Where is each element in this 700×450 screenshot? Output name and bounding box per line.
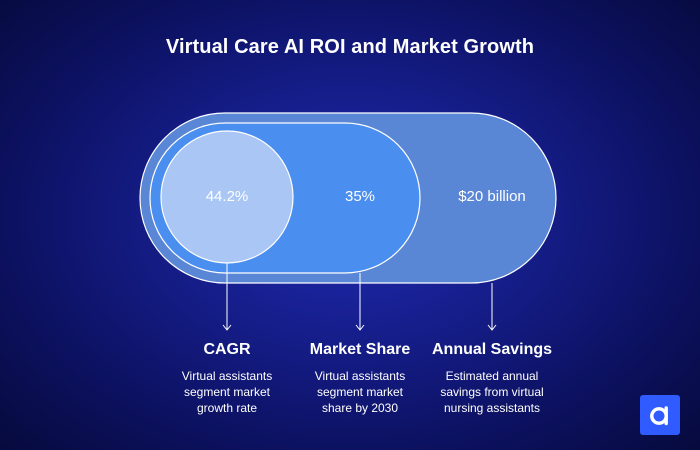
annual-savings-description-line: savings from virtual — [440, 385, 544, 399]
cagr-label: CAGR — [203, 341, 251, 358]
page-title: Virtual Care AI ROI and Market Growth — [165, 36, 535, 58]
cagr-value: 44.2% — [205, 188, 249, 205]
market-share-description: Virtual assistants segment market share … — [290, 368, 430, 416]
arrow-head-annual-savings — [487, 324, 497, 331]
cagr-description-line: segment market — [183, 385, 271, 399]
market-share-description-line: share by 2030 — [321, 401, 399, 415]
brand-a-logo-icon — [640, 395, 680, 435]
market-share-description-line: segment market — [316, 385, 404, 399]
arrow-head-cagr — [222, 324, 232, 331]
market-share-description-line: Virtual assistants — [314, 369, 406, 383]
annual-savings-value: $20 billion — [458, 188, 526, 205]
annual-savings-description: Estimated annual savings from virtual nu… — [417, 368, 567, 416]
cagr-description-line: Virtual assistants — [181, 369, 273, 383]
cagr-description: Virtual assistants segment market growth… — [157, 368, 297, 416]
brand-a-glyph — [650, 406, 668, 426]
connector-arrows — [222, 263, 497, 331]
annual-savings-label: Annual Savings — [431, 341, 553, 358]
market-share-value: 35% — [344, 188, 376, 205]
annual-savings-description-line: Estimated annual — [445, 369, 539, 383]
cagr-description-line: growth rate — [196, 401, 258, 415]
annual-savings-description-line: nursing assistants — [443, 401, 541, 415]
market-share-label: Market Share — [309, 341, 411, 358]
arrow-head-market-share — [355, 324, 365, 331]
